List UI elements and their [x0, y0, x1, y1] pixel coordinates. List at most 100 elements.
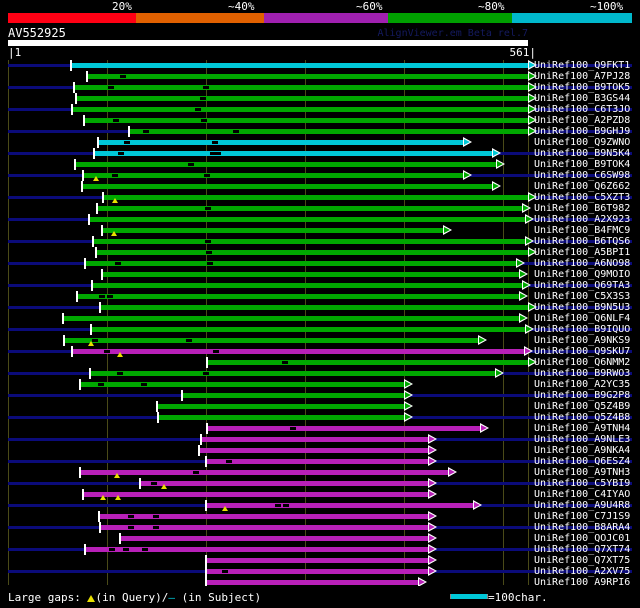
hit-accession-label[interactable]: UniRef100_Q6ESZ4 [534, 456, 631, 467]
alignment-bar[interactable] [82, 492, 428, 497]
hit-row[interactable]: UniRef100_B9GHJ9 [0, 126, 640, 137]
hit-row[interactable]: UniRef100_B9TOK4 [0, 159, 640, 170]
hit-accession-label[interactable]: UniRef100_B6T982 [534, 203, 631, 214]
hit-accession-label[interactable]: UniRef100_B6TQS6 [534, 236, 631, 247]
hit-row[interactable]: UniRef100_A9TNH4 [0, 423, 640, 434]
hit-row[interactable]: UniRef100_Q9FKT1 [0, 60, 640, 71]
hit-accession-label[interactable]: UniRef100_B9G2P8 [534, 390, 631, 401]
hit-row[interactable]: UniRef100_Q6ESZ4 [0, 456, 640, 467]
alignment-bar[interactable] [206, 426, 480, 431]
alignment-bar[interactable] [98, 514, 428, 519]
hit-accession-label[interactable]: UniRef100_A2PZD8 [534, 115, 631, 126]
hit-row[interactable]: UniRef100_A5BPI1 [0, 247, 640, 258]
hit-row[interactable]: UniRef100_Q7XT74 [0, 544, 640, 555]
hit-accession-label[interactable]: UniRef100_A9TNH4 [534, 423, 631, 434]
hit-accession-label[interactable]: UniRef100_B9TOK5 [534, 82, 631, 93]
hit-accession-label[interactable]: UniRef100_B9N5U3 [534, 302, 631, 313]
hit-row[interactable]: UniRef100_C5X3S3 [0, 291, 640, 302]
alignment-bar[interactable] [75, 96, 528, 101]
hit-accession-label[interactable]: UniRef100_A9U4R8 [534, 500, 631, 511]
hit-accession-label[interactable]: UniRef100_Q5Z4B9 [534, 401, 631, 412]
hit-row[interactable]: UniRef100_Q6NMM2 [0, 357, 640, 368]
hit-row[interactable]: UniRef100_A9RPI6 [0, 577, 640, 588]
alignment-bar[interactable] [181, 393, 404, 398]
hit-accession-label[interactable]: UniRef100_Q9ZWNO [534, 137, 631, 148]
hit-accession-label[interactable]: UniRef100_B9RWO3 [534, 368, 631, 379]
alignment-bar[interactable] [205, 558, 428, 563]
hit-row[interactable]: UniRef100_C5XZT3 [0, 192, 640, 203]
alignment-bar[interactable] [71, 349, 524, 354]
alignment-bar[interactable] [92, 239, 525, 244]
hit-row[interactable]: UniRef100_Q6NLF4 [0, 313, 640, 324]
alignment-bar[interactable] [119, 536, 428, 541]
alignment-bar[interactable] [86, 74, 528, 79]
hit-accession-label[interactable]: UniRef100_A2XV75 [534, 566, 631, 577]
hit-row[interactable]: UniRef100_C4IYAO [0, 489, 640, 500]
hit-row[interactable]: UniRef100_B9TOK5 [0, 82, 640, 93]
hit-row[interactable]: UniRef100_A9TNH3 [0, 467, 640, 478]
alignment-bar[interactable] [200, 437, 428, 442]
hit-accession-label[interactable]: UniRef100_Q9SKU7 [534, 346, 631, 357]
hit-row[interactable]: UniRef100_Q5Z4B9 [0, 401, 640, 412]
hit-row[interactable]: UniRef100_Q9SKU7 [0, 346, 640, 357]
alignment-bar[interactable] [102, 195, 528, 200]
alignment-bar[interactable] [71, 107, 528, 112]
hit-accession-label[interactable]: UniRef100_A2X923 [534, 214, 631, 225]
hit-accession-label[interactable]: UniRef100_B9TOK4 [534, 159, 631, 170]
hit-row[interactable]: UniRef100_A7PJ28 [0, 71, 640, 82]
hit-row[interactable]: UniRef100_A6NO98 [0, 258, 640, 269]
hit-accession-label[interactable]: UniRef100_C5X3S3 [534, 291, 631, 302]
hit-row[interactable]: UniRef100_Q9MOIO [0, 269, 640, 280]
hit-row[interactable]: UniRef100_Q9ZWNO [0, 137, 640, 148]
alignment-bar[interactable] [101, 228, 443, 233]
alignment-bar[interactable] [79, 382, 404, 387]
alignment-bar[interactable] [97, 140, 463, 145]
alignment-bar[interactable] [99, 305, 528, 310]
hit-accession-label[interactable]: UniRef100_B3GS44 [534, 93, 631, 104]
hit-row[interactable]: UniRef100_B9G2P8 [0, 390, 640, 401]
hit-row[interactable]: UniRef100_A2YC35 [0, 379, 640, 390]
alignment-bar[interactable] [99, 525, 428, 530]
hit-row[interactable]: UniRef100_A2PZD8 [0, 115, 640, 126]
hit-row[interactable]: UniRef100_B6T982 [0, 203, 640, 214]
alignment-bar[interactable] [139, 481, 428, 486]
hit-accession-label[interactable]: UniRef100_A6NO98 [534, 258, 631, 269]
alignment-bar[interactable] [90, 327, 525, 332]
hit-accession-label[interactable]: UniRef100_Q6NLF4 [534, 313, 631, 324]
hit-accession-label[interactable]: UniRef100_A2YC35 [534, 379, 631, 390]
hit-row[interactable]: UniRef100_Q6Z662 [0, 181, 640, 192]
hit-row[interactable]: UniRef100_Q5Z4B8 [0, 412, 640, 423]
alignment-bar[interactable] [89, 371, 495, 376]
hit-accession-label[interactable]: UniRef100_B9IQUO [534, 324, 631, 335]
hit-row[interactable]: UniRef100_QOJC01 [0, 533, 640, 544]
alignment-bar[interactable] [84, 547, 428, 552]
alignment-bar[interactable] [73, 85, 528, 90]
hit-accession-label[interactable]: UniRef100_Q69TA3 [534, 280, 631, 291]
hit-accession-label[interactable]: UniRef100_C4IYAO [534, 489, 631, 500]
alignment-bar[interactable] [96, 206, 522, 211]
hit-accession-label[interactable]: UniRef100_Q9MOIO [534, 269, 631, 280]
hit-accession-label[interactable]: UniRef100_Q6NMM2 [534, 357, 631, 368]
alignment-bar[interactable] [91, 283, 522, 288]
hit-accession-label[interactable]: UniRef100_A7PJ28 [534, 71, 631, 82]
hit-row[interactable]: UniRef100_A9NKS9 [0, 335, 640, 346]
alignment-bar[interactable] [83, 118, 528, 123]
alignment-bar[interactable] [79, 470, 448, 475]
hit-row[interactable]: UniRef100_A9NLE3 [0, 434, 640, 445]
alignment-bar[interactable] [206, 360, 528, 365]
hit-accession-label[interactable]: UniRef100_Q5Z4B8 [534, 412, 631, 423]
hit-accession-label[interactable]: UniRef100_Q7XT74 [534, 544, 631, 555]
hit-row[interactable]: UniRef100_A2X923 [0, 214, 640, 225]
alignment-bar[interactable] [205, 503, 473, 508]
hit-accession-label[interactable]: UniRef100_C5XZT3 [534, 192, 631, 203]
alignment-bar[interactable] [157, 415, 404, 420]
hit-row[interactable]: UniRef100_B8ARA4 [0, 522, 640, 533]
alignment-bar[interactable] [156, 404, 404, 409]
hit-row[interactable]: UniRef100_B4FMC9 [0, 225, 640, 236]
hit-row[interactable]: UniRef100_C6T3JO [0, 104, 640, 115]
alignment-bar[interactable] [82, 173, 463, 178]
hit-accession-label[interactable]: UniRef100_Q6Z662 [534, 181, 631, 192]
alignment-bar[interactable] [70, 63, 528, 68]
hit-row[interactable]: UniRef100_C5YBI9 [0, 478, 640, 489]
hit-accession-label[interactable]: UniRef100_A9RPI6 [534, 577, 631, 588]
